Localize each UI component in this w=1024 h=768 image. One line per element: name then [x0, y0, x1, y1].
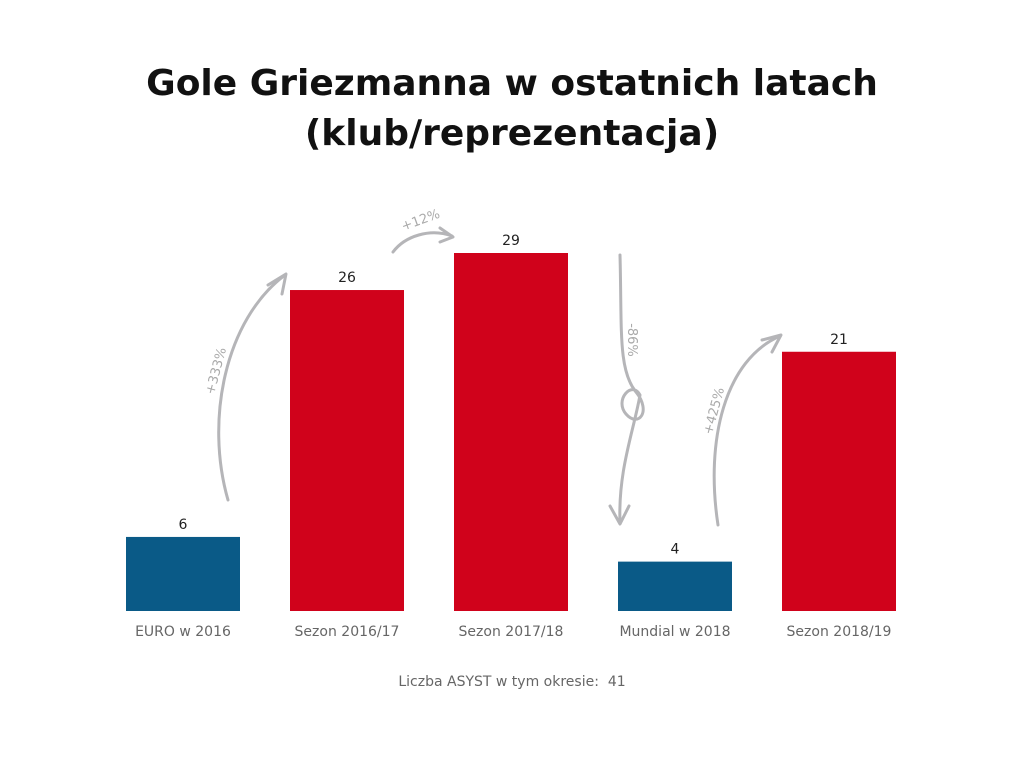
- arrow: [618, 253, 645, 524]
- chart-subtitle: (klub/reprezentacja): [305, 113, 719, 154]
- arrow-head: [438, 226, 455, 244]
- value-label: 4: [671, 542, 680, 558]
- bar: [454, 253, 568, 611]
- bar: [618, 561, 732, 611]
- x-tick-label: Sezon 2016/17: [294, 624, 400, 640]
- footer-label: Liczba ASYST w tym okresie:: [398, 674, 599, 690]
- annotation: +425%: [701, 386, 728, 436]
- arrow-head: [760, 333, 783, 354]
- x-tick-label: Mundial w 2018: [619, 624, 731, 640]
- value-label: 29: [502, 233, 520, 249]
- arrow: [391, 231, 454, 254]
- arrow-head: [266, 272, 288, 296]
- value-label: 6: [179, 517, 188, 533]
- arrow-head: [608, 504, 631, 526]
- annotation: +12%: [400, 207, 443, 235]
- bar: [290, 290, 404, 611]
- footer: Liczba ASYST w tym okresie: 41: [0, 674, 1024, 690]
- footer-value: 41: [607, 674, 626, 690]
- x-tick-label: EURO w 2016: [135, 624, 231, 640]
- arrow: [217, 273, 287, 502]
- arrows: [217, 226, 783, 527]
- value-label: 26: [338, 270, 356, 286]
- x-tick-label: Sezon 2018/19: [786, 624, 892, 640]
- x-tick-label: Sezon 2017/18: [458, 624, 564, 640]
- annotation: -86%: [624, 323, 639, 357]
- chart-title: Gole Griezmanna w ostatnich latach: [146, 63, 878, 104]
- bar: [782, 351, 896, 611]
- value-label: 21: [830, 332, 848, 348]
- bar: [126, 536, 240, 611]
- arrow: [712, 334, 782, 527]
